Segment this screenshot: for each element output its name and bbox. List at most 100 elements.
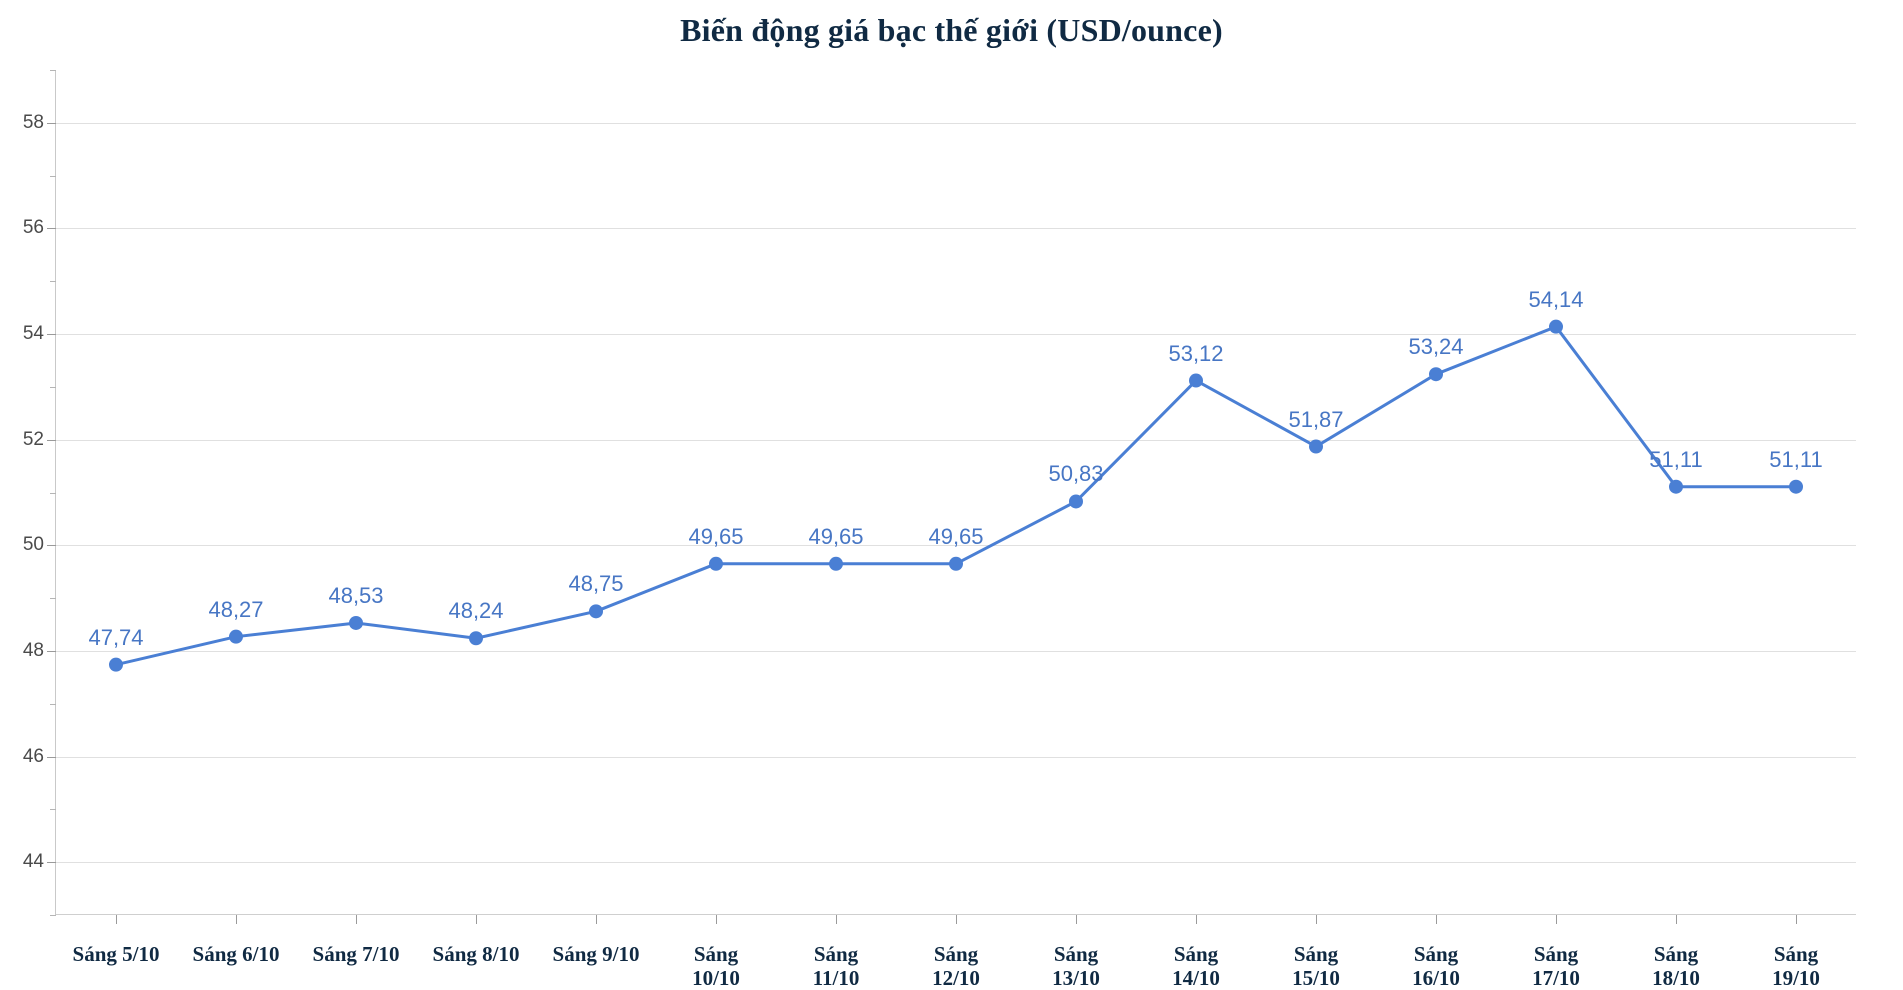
x-tick-label: Sáng 13/10 bbox=[1052, 942, 1100, 990]
y-tick-minor bbox=[50, 492, 56, 494]
x-tick-label: Sáng 19/10 bbox=[1772, 942, 1820, 990]
x-tick-label: Sáng 11/10 bbox=[812, 942, 860, 990]
data-point[interactable] bbox=[589, 604, 603, 619]
y-tick-mark bbox=[47, 439, 56, 441]
data-point[interactable] bbox=[1189, 373, 1203, 388]
data-label: 48,53 bbox=[328, 582, 384, 608]
y-tick-minor bbox=[50, 386, 56, 388]
x-tick-label: Sáng 15/10 bbox=[1292, 942, 1340, 990]
gridline bbox=[56, 862, 1856, 864]
data-point[interactable] bbox=[109, 657, 123, 672]
x-tick-mark bbox=[1316, 915, 1317, 924]
y-tick-mark bbox=[47, 545, 56, 547]
series-silver-price bbox=[109, 319, 1803, 672]
gridline bbox=[56, 228, 1856, 230]
data-point[interactable] bbox=[1549, 319, 1563, 334]
data-point[interactable] bbox=[349, 615, 363, 630]
x-tick-label: Sáng 14/10 bbox=[1172, 942, 1220, 990]
x-tick-mark bbox=[956, 915, 957, 924]
x-tick-mark bbox=[116, 915, 117, 924]
data-point[interactable] bbox=[829, 556, 843, 571]
x-tick-mark bbox=[476, 915, 477, 924]
y-tick-label: 58 bbox=[22, 111, 44, 133]
x-tick-mark bbox=[1076, 915, 1077, 924]
y-tick-label: 56 bbox=[22, 217, 44, 239]
data-label: 48,24 bbox=[448, 598, 504, 624]
data-label: 51,11 bbox=[1769, 446, 1823, 472]
y-tick-minor bbox=[50, 70, 56, 71]
y-tick-mark bbox=[47, 334, 56, 336]
x-tick-mark bbox=[1796, 915, 1797, 924]
y-tick-label: 44 bbox=[22, 851, 44, 873]
plot-area: 44 46 48 50 52 54 56 58 47,74 48,27 48,53 48,24 48,… bbox=[23, 70, 1856, 990]
data-point[interactable] bbox=[1789, 479, 1803, 494]
x-tick-label: Sáng 9/10 bbox=[552, 942, 640, 966]
x-tick-label: Sáng 10/10 bbox=[692, 942, 740, 990]
y-tick-label: 46 bbox=[22, 745, 44, 767]
y-tick-mark bbox=[47, 122, 56, 124]
x-tick-mark bbox=[1196, 915, 1197, 924]
y-tick-minor bbox=[50, 809, 56, 811]
gridline bbox=[56, 545, 1856, 547]
series-markers bbox=[109, 319, 1803, 672]
data-point[interactable] bbox=[949, 556, 963, 571]
y-tick-mark bbox=[47, 862, 56, 864]
data-label: 49,65 bbox=[808, 523, 864, 549]
data-label: 50,83 bbox=[1048, 461, 1104, 487]
data-label: 54,14 bbox=[1528, 286, 1584, 312]
x-tick-label: Sáng 17/10 bbox=[1532, 942, 1580, 990]
x-tick-label: Sáng 7/10 bbox=[312, 942, 400, 966]
y-tick-minor bbox=[50, 598, 56, 600]
data-point[interactable] bbox=[1669, 479, 1683, 494]
x-tick-mark bbox=[356, 915, 357, 924]
y-tick-label: 54 bbox=[22, 323, 44, 345]
y-tick-label: 50 bbox=[22, 534, 44, 556]
data-point[interactable] bbox=[229, 629, 243, 644]
data-point[interactable] bbox=[1069, 494, 1083, 509]
y-tick-mark bbox=[47, 228, 56, 230]
gridline bbox=[56, 122, 1856, 124]
x-tick-label: Sáng 5/10 bbox=[72, 942, 160, 966]
y-tick-mark bbox=[47, 650, 56, 652]
x-tick-mark bbox=[716, 915, 717, 924]
y-tick-minor bbox=[50, 281, 56, 283]
gridline bbox=[56, 334, 1856, 336]
chart-title: Biến động giá bạc thế giới (USD/ounce) bbox=[680, 12, 1223, 48]
x-tick-mark bbox=[1556, 915, 1557, 924]
data-point[interactable] bbox=[1309, 439, 1323, 454]
y-tick-minor bbox=[50, 175, 56, 177]
x-tick-mark bbox=[236, 915, 237, 924]
y-tick-minor bbox=[50, 703, 56, 705]
x-tick-mark bbox=[1676, 915, 1677, 924]
gridline bbox=[56, 439, 1856, 441]
gridline bbox=[56, 756, 1856, 758]
y-tick-minor bbox=[50, 915, 56, 916]
data-label: 53,24 bbox=[1408, 334, 1464, 360]
x-tick-mark bbox=[1436, 915, 1437, 924]
x-tick-label: Sáng 8/10 bbox=[432, 942, 520, 966]
series-line bbox=[114, 325, 1798, 667]
x-tick-label: Sáng 12/10 bbox=[932, 942, 980, 990]
y-tick-label: 48 bbox=[22, 639, 44, 661]
data-label: 53,12 bbox=[1168, 340, 1224, 366]
x-tick-label: Sáng 6/10 bbox=[192, 942, 280, 966]
x-tick-mark bbox=[836, 915, 837, 924]
data-label: 49,65 bbox=[688, 523, 744, 549]
data-point[interactable] bbox=[1429, 367, 1443, 382]
gridline bbox=[56, 650, 1856, 652]
data-label: 51,11 bbox=[1649, 446, 1703, 472]
x-tick-label: Sáng 16/10 bbox=[1412, 942, 1460, 990]
x-tick-mark bbox=[596, 915, 597, 924]
y-tick-mark bbox=[47, 756, 56, 758]
data-point[interactable] bbox=[709, 556, 723, 571]
x-axis-line bbox=[56, 914, 1856, 915]
data-label: 51,87 bbox=[1288, 406, 1344, 432]
x-tick-label: Sáng 18/10 bbox=[1652, 942, 1700, 990]
data-label: 49,65 bbox=[928, 523, 984, 549]
data-point[interactable] bbox=[469, 631, 483, 646]
data-label: 47,74 bbox=[88, 624, 144, 650]
data-label: 48,75 bbox=[568, 571, 624, 597]
y-tick-label: 52 bbox=[22, 428, 44, 450]
data-label: 48,27 bbox=[208, 596, 264, 622]
